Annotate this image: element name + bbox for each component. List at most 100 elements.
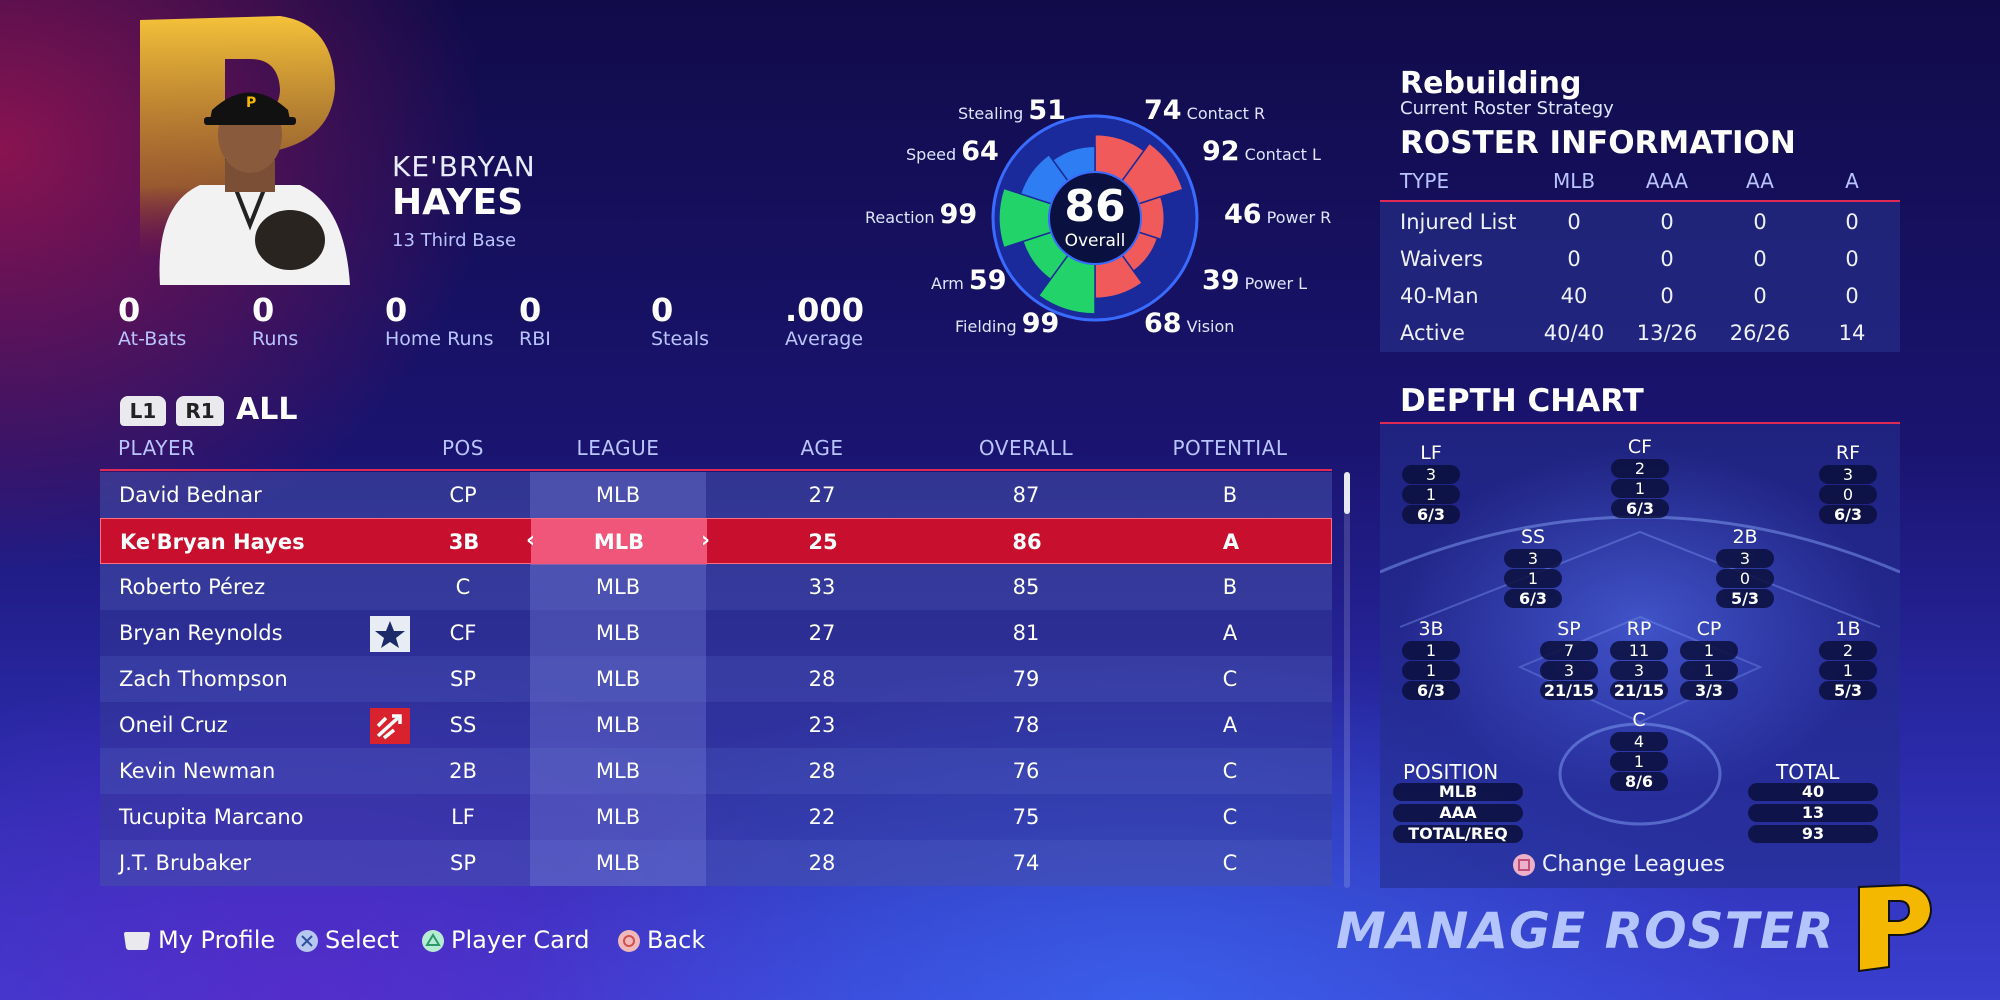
attr-contact-r: 74 Contact R xyxy=(1144,95,1266,126)
league-next-icon[interactable]: › xyxy=(701,528,711,553)
player-overall: 78 xyxy=(1012,713,1040,737)
player-pos: LF xyxy=(451,805,475,829)
legend-position-label: POSITION xyxy=(1403,760,1499,784)
table-row[interactable]: Kevin Newman 2B MLB 28 76 C xyxy=(100,748,1332,794)
player-league: MLB xyxy=(595,759,641,783)
roster-aa: 26/26 xyxy=(1729,321,1791,345)
roster-header-type: TYPE xyxy=(1400,169,1450,193)
player-age: 33 xyxy=(808,575,836,599)
change-leagues-button[interactable]: Change Leagues xyxy=(1512,852,1725,877)
col-header-league[interactable]: LEAGUE xyxy=(576,436,660,460)
triangle-button-icon xyxy=(422,930,444,952)
player-potential: A xyxy=(1222,621,1238,645)
player-age: 28 xyxy=(808,851,836,875)
player-name: Oneil Cruz xyxy=(119,713,228,737)
radar-svg: 86 Overall xyxy=(991,114,1199,322)
depth-pos-sp[interactable]: SP 7 3 21/15 xyxy=(1537,618,1601,701)
depth-pos-rp[interactable]: RP 11 3 21/15 xyxy=(1607,618,1671,701)
depth-pos-lf[interactable]: LF 3 1 6/3 xyxy=(1399,442,1463,525)
col-header-age[interactable]: AGE xyxy=(800,436,844,460)
player-age: 28 xyxy=(808,667,836,691)
player-overall: 79 xyxy=(1012,667,1040,691)
table-row[interactable]: Oneil Cruz SS MLB 23 78 A xyxy=(100,702,1332,748)
filter-label: ALL xyxy=(236,392,298,427)
table-row-selected[interactable]: Ke'Bryan Hayes 3B ‹ MLB › 25 86 A xyxy=(100,518,1332,565)
depth-pos-cp[interactable]: CP 1 1 3/3 xyxy=(1677,618,1741,701)
player-name: Tucupita Marcano xyxy=(119,805,304,829)
table-row[interactable]: Tucupita Marcano LF MLB 22 75 C xyxy=(100,794,1332,840)
touchpad-icon xyxy=(124,932,150,950)
col-header-player[interactable]: PLAYER xyxy=(118,436,196,460)
player-card-hint[interactable]: Player Card xyxy=(421,926,589,954)
attr-reaction: Reaction 99 xyxy=(865,199,978,230)
depth-pos-c[interactable]: C 4 1 8/6 xyxy=(1607,709,1671,792)
roster-mlb: 40/40 xyxy=(1543,321,1605,345)
roster-type: Injured List xyxy=(1400,210,1517,234)
player-first-name: KE'BRYAN xyxy=(392,150,536,183)
back-hint[interactable]: Back xyxy=(617,926,705,954)
stat-runs: 0 Runs xyxy=(252,291,299,350)
roster-aaa: 0 xyxy=(1660,247,1674,271)
screen-title: MANAGE ROSTER xyxy=(1336,902,1835,960)
table-row[interactable]: Zach Thompson SP MLB 28 79 C xyxy=(100,656,1332,702)
player-card-label: Player Card xyxy=(451,926,590,954)
player-league: MLB xyxy=(593,530,645,554)
player-potential: B xyxy=(1222,483,1238,507)
r1-button[interactable]: R1 xyxy=(176,396,224,426)
col-header-pos[interactable]: POS xyxy=(442,436,484,460)
attr-power-l: 39 Power L xyxy=(1202,265,1308,296)
player-age: 27 xyxy=(808,483,836,507)
select-hint[interactable]: Select xyxy=(295,926,399,954)
roster-a: 0 xyxy=(1845,210,1859,234)
depth-pos-ss[interactable]: SS 3 1 6/3 xyxy=(1501,526,1565,609)
table-row[interactable]: Roberto Pérez C MLB 33 85 B xyxy=(100,564,1332,610)
league-cell-bg xyxy=(530,564,706,610)
player-overall: 76 xyxy=(1012,759,1040,783)
roster-type: Waivers xyxy=(1400,247,1484,271)
roster-aaa: 0 xyxy=(1660,210,1674,234)
depth-pos-1b[interactable]: 1B 2 1 5/3 xyxy=(1816,618,1880,701)
league-cell-bg xyxy=(530,794,706,840)
table-scrollbar-thumb[interactable] xyxy=(1344,472,1350,514)
depth-chart-title: DEPTH CHART xyxy=(1400,383,1644,419)
l1-button[interactable]: L1 xyxy=(120,396,166,426)
col-header-potential[interactable]: POTENTIAL xyxy=(1172,436,1288,460)
roster-type: Active xyxy=(1400,321,1465,345)
player-league: MLB xyxy=(595,667,641,691)
player-potential: C xyxy=(1222,759,1238,783)
roster-table: David Bednar CP MLB 27 87 B Ke'Bryan Hay… xyxy=(100,472,1332,888)
league-cell-bg xyxy=(530,656,706,702)
league-prev-icon[interactable]: ‹ xyxy=(526,528,536,553)
depth-pos-rf[interactable]: RF 3 0 6/3 xyxy=(1816,442,1880,525)
player-name: Bryan Reynolds xyxy=(119,621,283,645)
table-row[interactable]: Bryan Reynolds CF MLB 27 81 A xyxy=(100,610,1332,656)
table-row[interactable]: J.T. Brubaker SP MLB 28 74 C xyxy=(100,840,1332,886)
total-all: 93 xyxy=(1748,825,1878,843)
depth-pos-2b[interactable]: 2B 3 0 5/3 xyxy=(1713,526,1777,609)
attribute-radar-chart: 86 Overall xyxy=(985,108,1205,328)
roster-strategy[interactable]: Rebuilding xyxy=(1400,66,1582,101)
player-overall: 74 xyxy=(1012,851,1040,875)
table-scrollbar[interactable] xyxy=(1344,472,1350,888)
roster-header-mlb: MLB xyxy=(1552,169,1596,193)
player-pos: CF xyxy=(449,621,477,645)
attr-fielding: Fielding 99 xyxy=(955,308,1060,339)
depth-pos-3b[interactable]: 3B 1 1 6/3 xyxy=(1399,618,1463,701)
roster-a: 0 xyxy=(1845,284,1859,308)
my-profile-hint[interactable]: My Profile xyxy=(122,926,275,954)
table-row[interactable]: David Bednar CP MLB 27 87 B xyxy=(100,472,1332,518)
player-portrait: P xyxy=(140,55,360,285)
total-mlb: 40 xyxy=(1748,783,1878,801)
all-star-badge-icon xyxy=(370,616,410,652)
col-header-overall[interactable]: OVERALL xyxy=(978,436,1074,460)
player-overall: 86 xyxy=(1012,530,1042,554)
depth-pos-cf[interactable]: CF 2 1 6/3 xyxy=(1608,436,1672,519)
overall-rating: 86 xyxy=(1064,181,1125,232)
player-potential: B xyxy=(1222,575,1238,599)
stat-at-bats: 0 At-Bats xyxy=(118,291,187,350)
player-pos: C xyxy=(455,575,471,599)
my-profile-label: My Profile xyxy=(158,926,276,954)
depth-divider xyxy=(1380,422,1900,424)
player-name: Kevin Newman xyxy=(119,759,276,783)
player-overall: 81 xyxy=(1012,621,1040,645)
